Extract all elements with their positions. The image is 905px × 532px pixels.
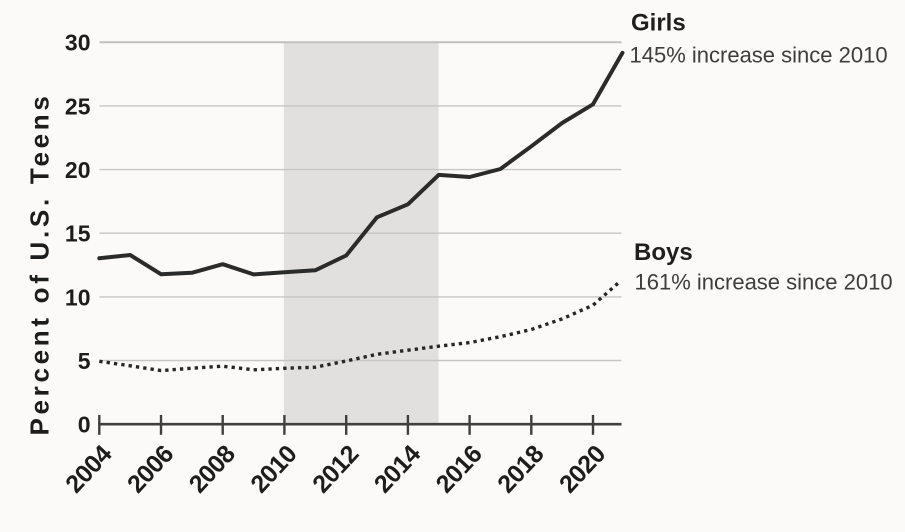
svg-text:Boys: Boys [634, 239, 693, 266]
svg-text:Percent of U.S. Teens: Percent of U.S. Teens [25, 92, 55, 435]
svg-text:Girls: Girls [631, 10, 686, 37]
svg-text:145% increase since 2010: 145% increase since 2010 [630, 42, 888, 67]
svg-text:2006: 2006 [122, 440, 179, 498]
svg-text:20: 20 [65, 157, 91, 183]
svg-text:2010: 2010 [245, 440, 302, 498]
svg-text:2018: 2018 [492, 440, 549, 499]
svg-text:2014: 2014 [369, 440, 426, 499]
svg-text:161% increase since 2010: 161% increase since 2010 [635, 269, 893, 294]
svg-text:5: 5 [78, 348, 91, 374]
svg-text:10: 10 [65, 284, 91, 310]
svg-text:2020: 2020 [554, 440, 611, 498]
svg-text:2004: 2004 [60, 440, 117, 499]
svg-text:2016: 2016 [431, 440, 488, 498]
svg-text:15: 15 [65, 221, 91, 247]
svg-text:25: 25 [65, 93, 91, 119]
svg-text:2012: 2012 [307, 440, 364, 498]
svg-text:2008: 2008 [184, 440, 241, 499]
svg-text:0: 0 [78, 412, 91, 438]
svg-text:30: 30 [65, 30, 91, 56]
